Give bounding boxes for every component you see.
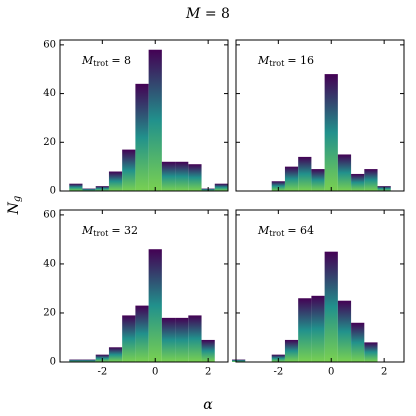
bar: [298, 156, 312, 191]
bar: [135, 83, 149, 191]
y-tick-label: 0: [50, 357, 56, 368]
y-tick-label: 20: [43, 137, 56, 148]
annotation: Mtrot = 16: [257, 54, 314, 68]
annotation: Mtrot = 64: [257, 224, 314, 238]
bar: [148, 249, 162, 362]
y-tick-label: 60: [43, 39, 56, 50]
bar: [311, 169, 325, 191]
x-tick-label: 0: [328, 367, 334, 378]
bar: [284, 339, 299, 362]
figure-title: M = 8: [185, 6, 230, 22]
x-axis-label: α: [203, 397, 213, 413]
bar: [364, 342, 378, 362]
bar: [69, 359, 83, 362]
axes-frame: [235, 39, 405, 192]
bar: [82, 359, 96, 362]
bar: [108, 171, 123, 191]
bar: [364, 169, 378, 191]
bar: [351, 173, 365, 191]
x-tick-label: -2: [273, 367, 283, 378]
bar: [298, 298, 312, 362]
axes-frame: [235, 209, 405, 363]
bar: [337, 300, 352, 362]
y-tick-label: 60: [43, 209, 56, 220]
bar: [161, 317, 176, 362]
bar: [161, 161, 176, 191]
bar: [324, 251, 338, 362]
bar: [311, 295, 325, 362]
bar: [214, 183, 228, 191]
bar: [108, 347, 123, 362]
bar: [324, 74, 338, 191]
bar: [337, 154, 352, 191]
axes-frame: [59, 39, 229, 192]
y-tick-label: 20: [43, 307, 56, 318]
bar: [69, 183, 83, 191]
bar: [201, 339, 215, 362]
y-tick-label: 40: [43, 258, 56, 269]
bar: [271, 181, 285, 191]
annotation: Mtrot = 32: [81, 224, 138, 238]
bar: [284, 166, 299, 191]
bar: [175, 161, 189, 191]
bar: [148, 49, 162, 191]
y-axis-label: Ng: [6, 196, 23, 216]
bar: [232, 359, 246, 362]
bar: [82, 188, 96, 191]
bar: [135, 305, 149, 362]
x-tick-label: 2: [205, 367, 211, 378]
y-tick-label: 0: [50, 186, 56, 197]
bar: [351, 322, 365, 362]
bar: [122, 149, 136, 191]
bar: [188, 164, 202, 191]
y-tick-label: 40: [43, 88, 56, 99]
x-tick-label: -2: [97, 367, 107, 378]
x-tick-label: 2: [381, 367, 387, 378]
x-tick-label: 0: [152, 367, 158, 378]
bar: [175, 317, 189, 362]
annotation: Mtrot = 8: [81, 54, 131, 68]
bar: [122, 315, 136, 362]
bar: [188, 315, 202, 362]
axes-frame: [59, 209, 229, 363]
